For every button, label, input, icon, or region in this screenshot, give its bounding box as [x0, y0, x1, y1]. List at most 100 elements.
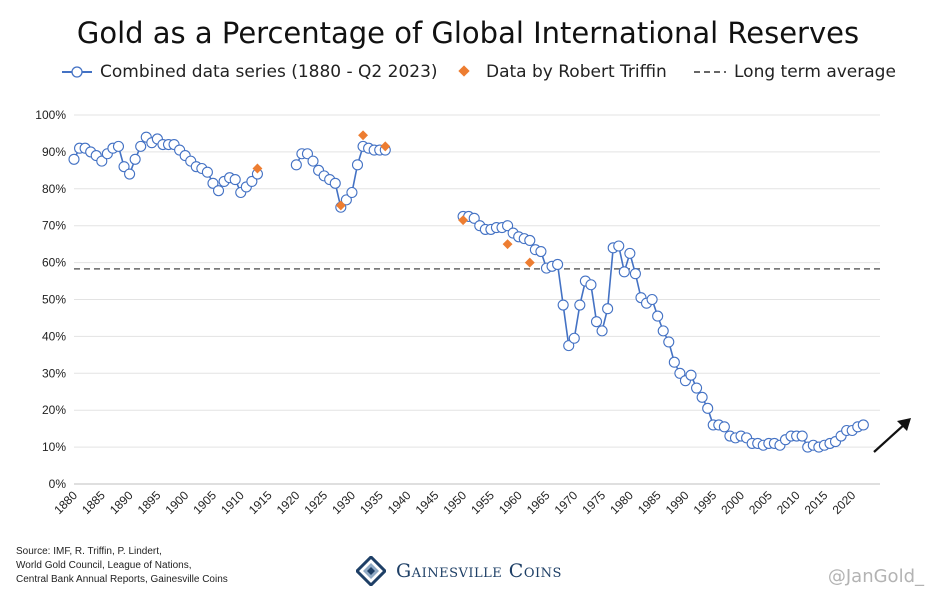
data-point: [718, 421, 730, 433]
data-point: [340, 194, 352, 206]
data-point: [574, 299, 586, 311]
legend-marker-triffin: [458, 65, 470, 77]
data-point: [351, 159, 364, 171]
y-tick-label: 60%: [42, 256, 66, 270]
y-tick-label: 20%: [42, 403, 66, 417]
data-point: [646, 293, 658, 306]
y-tick-label: 80%: [42, 182, 66, 196]
source-line: World Gold Council, League of Nations,: [16, 560, 192, 571]
data-point: [96, 155, 108, 167]
y-tick-label: 90%: [42, 145, 66, 159]
y-tick-label: 10%: [42, 440, 66, 454]
data-point: [857, 419, 869, 431]
data-point: [702, 402, 714, 414]
x-tick-label: 1980: [607, 488, 636, 517]
legend-item-combined: Combined data series (1880 - Q2 2023): [60, 62, 438, 82]
data-point: [652, 310, 664, 322]
legend-marker-combined: [62, 66, 92, 78]
y-tick-label: 40%: [42, 329, 66, 343]
x-tick-label: 2005: [746, 488, 775, 517]
triffin-point: [458, 215, 469, 226]
source-line: Central Bank Annual Reports, Gainesville…: [16, 574, 228, 585]
x-tick-label: 2010: [774, 488, 803, 517]
data-point: [290, 159, 302, 171]
triffin-point: [252, 163, 263, 174]
data-point: [585, 279, 597, 291]
data-point: [685, 369, 697, 381]
source-note: Source: IMF, R. Triffin, P. Lindert, Wor…: [16, 545, 228, 587]
x-tick-label: 1925: [301, 488, 330, 517]
x-tick-label: 1880: [51, 488, 80, 517]
x-tick-label: 1955: [468, 488, 497, 517]
data-point: [696, 391, 708, 403]
data-point: [346, 186, 358, 199]
y-tick-label: 0%: [49, 477, 67, 491]
x-tick-label: 1970: [552, 488, 581, 517]
data-point: [557, 299, 569, 311]
triffin-point: [502, 239, 513, 250]
data-point: [124, 168, 136, 180]
triffin-point: [358, 130, 368, 141]
data-point: [596, 325, 608, 337]
x-tick-label: 1915: [246, 488, 275, 517]
data-point: [668, 356, 680, 368]
x-tick-label: 1965: [524, 488, 553, 517]
legend-label-triffin: Data by Robert Triffin: [486, 62, 667, 82]
data-point: [201, 166, 213, 178]
data-point: [535, 245, 547, 258]
x-tick-label: 1950: [440, 488, 469, 517]
y-tick-label: 50%: [42, 293, 66, 307]
data-point: [307, 155, 319, 167]
legend: Combined data series (1880 - Q2 2023) Da…: [0, 62, 936, 90]
data-point: [629, 268, 641, 280]
x-tick-label: 1975: [579, 488, 608, 517]
data-point: [329, 177, 341, 189]
data-point: [112, 140, 125, 152]
data-point: [246, 175, 258, 187]
data-point: [568, 332, 580, 344]
watermark: @JanGold_: [827, 566, 924, 587]
data-point: [229, 174, 241, 186]
legend-label-combined: Combined data series (1880 - Q2 2023): [100, 62, 438, 82]
y-tick-label: 70%: [42, 219, 66, 233]
legend-label-average: Long term average: [734, 62, 896, 82]
y-tick-label: 30%: [42, 366, 66, 380]
gainesville-logo-icon: [356, 556, 386, 586]
brand-name: Gainesville Coins: [396, 560, 562, 582]
chart-title: Gold as a Percentage of Global Internati…: [76, 16, 860, 50]
triffin-point: [524, 257, 535, 268]
trend-arrow-icon: [873, 422, 907, 453]
x-tick-label: 1935: [357, 488, 386, 517]
triffin-point: [335, 200, 346, 211]
legend-marker-average: [694, 71, 726, 73]
triffin-point: [380, 141, 391, 152]
x-tick-label: 2000: [718, 488, 747, 517]
data-point: [468, 212, 480, 224]
x-tick-label: 1890: [107, 488, 136, 517]
x-tick-label: 1985: [635, 488, 664, 517]
x-tick-label: 1895: [135, 488, 164, 517]
data-point: [657, 325, 669, 337]
data-point: [663, 336, 675, 348]
data-point: [524, 234, 536, 247]
data-point: [624, 247, 636, 259]
data-point: [207, 177, 219, 189]
data-point: [135, 140, 147, 152]
data-point: [796, 430, 808, 442]
x-tick-label: 1910: [218, 488, 247, 517]
x-tick-label: 2015: [802, 488, 831, 517]
x-tick-label: 1920: [274, 488, 303, 517]
data-point: [674, 367, 686, 379]
x-tick-label: 1885: [79, 488, 108, 517]
x-tick-label: 1940: [385, 488, 414, 517]
x-tick-label: 1990: [663, 488, 692, 517]
y-tick-label: 100%: [35, 108, 66, 122]
data-point: [68, 153, 80, 165]
legend-item-average: Long term average: [692, 62, 896, 82]
legend-item-triffin: Data by Robert Triffin: [450, 62, 667, 82]
source-line: Source: IMF, R. Triffin, P. Lindert,: [16, 546, 162, 557]
brand-logo: Gainesville Coins: [356, 556, 562, 586]
x-tick-label: 1960: [496, 488, 525, 517]
data-point: [502, 220, 514, 232]
x-tick-label: 1905: [190, 488, 219, 517]
